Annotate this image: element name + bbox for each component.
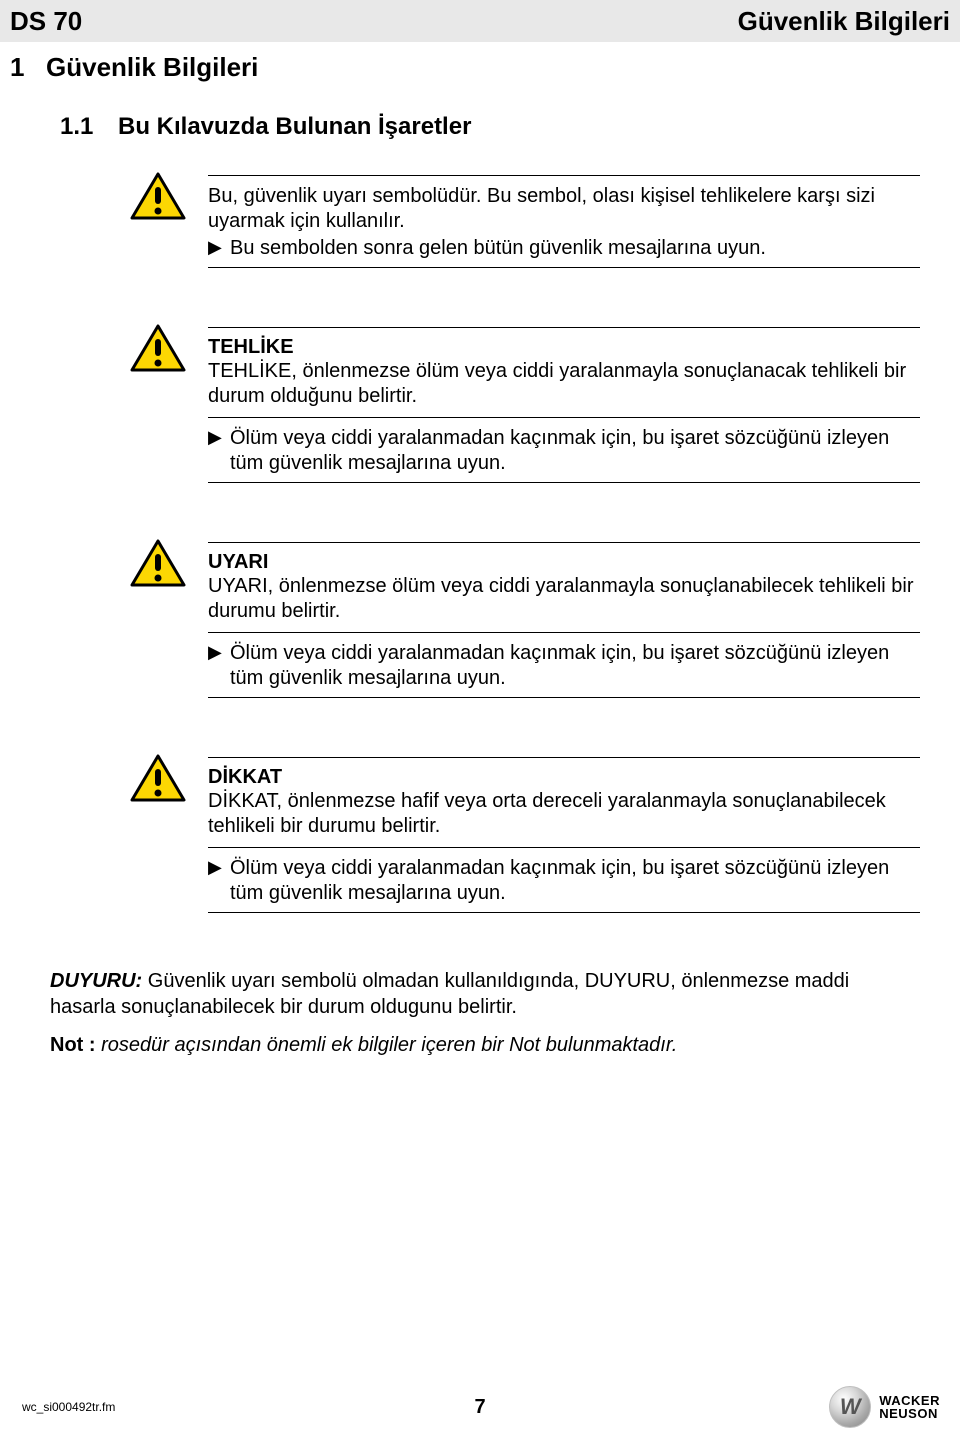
notice-body: Bu, güvenlik uyarı sembolüdür. Bu sembol…	[208, 184, 920, 234]
divider	[208, 757, 920, 758]
warning-icon	[130, 753, 186, 803]
notice-body: DİKKAT, önlenmezse hafif veya orta derec…	[208, 789, 920, 839]
notice-title: DİKKAT	[208, 766, 920, 789]
icon-column	[130, 538, 208, 593]
bullet-text: Bu sembolden sonra gelen bütün güvenlik …	[230, 236, 766, 261]
section-title: Güvenlik Bilgileri	[46, 52, 258, 82]
notice-block: TEHLİKE TEHLİKE, önlenmezse ölüm veya ci…	[130, 323, 920, 483]
bullet-row: ▶ Ölüm veya ciddi yaralanmadan kaçınmak …	[208, 641, 920, 691]
page-content: 1Güvenlik Bilgileri 1.1Bu Kılavuzda Bulu…	[0, 42, 960, 1058]
icon-column	[130, 323, 208, 378]
icon-column	[130, 753, 208, 808]
bullet-marker: ▶	[208, 641, 230, 664]
bottom-paragraphs: DUYURU: Güvenlik uyarı sembolü olmadan k…	[50, 968, 890, 1058]
divider	[208, 482, 920, 483]
warning-icon	[130, 538, 186, 588]
icon-column	[130, 171, 208, 226]
page-footer: wc_si000492tr.fm 7 W WACKER NEUSON	[0, 1386, 960, 1428]
notice-text: DİKKAT DİKKAT, önlenmezse hafif veya ort…	[208, 753, 920, 913]
not-text: rosedür açısından önemli ek bilgiler içe…	[101, 1034, 677, 1056]
not-paragraph: Not : rosedür açısından önemli ek bilgil…	[50, 1032, 890, 1058]
duyuru-paragraph: DUYURU: Güvenlik uyarı sembolü olmadan k…	[50, 968, 890, 1020]
brand-logo: W WACKER NEUSON	[829, 1386, 940, 1428]
not-label: Not :	[50, 1034, 101, 1056]
notice-block: Bu, güvenlik uyarı sembolüdür. Bu sembol…	[130, 171, 920, 268]
page-number: 7	[474, 1396, 485, 1419]
warning-icon	[130, 323, 186, 373]
divider	[208, 327, 920, 328]
duyuru-text: Güvenlik uyarı sembolü olmadan kullanıld…	[50, 970, 849, 1018]
notice-body: TEHLİKE, önlenmezse ölüm veya ciddi yara…	[208, 359, 920, 409]
subsection-heading: 1.1Bu Kılavuzda Bulunan İşaretler	[60, 113, 920, 141]
divider	[208, 175, 920, 176]
notice-text: UYARI UYARI, önlenmezse ölüm veya ciddi …	[208, 538, 920, 698]
section-number: 1	[10, 52, 46, 83]
bullet-text: Ölüm veya ciddi yaralanmadan kaçınmak iç…	[230, 856, 920, 906]
bullet-marker: ▶	[208, 426, 230, 449]
footer-filename: wc_si000492tr.fm	[22, 1400, 115, 1414]
header-title: Güvenlik Bilgileri	[738, 6, 950, 37]
notice-block: UYARI UYARI, önlenmezse ölüm veya ciddi …	[130, 538, 920, 698]
notice-text: TEHLİKE TEHLİKE, önlenmezse ölüm veya ci…	[208, 323, 920, 483]
bullet-row: ▶ Bu sembolden sonra gelen bütün güvenli…	[208, 236, 920, 261]
duyuru-label: DUYURU:	[50, 970, 142, 992]
divider	[208, 847, 920, 848]
header-bar: DS 70 Güvenlik Bilgileri	[0, 0, 960, 42]
subsection-number: 1.1	[60, 113, 118, 141]
divider	[208, 632, 920, 633]
notice-title: TEHLİKE	[208, 336, 920, 359]
brand-line2: NEUSON	[879, 1407, 940, 1420]
header-product: DS 70	[10, 6, 82, 37]
logo-badge-icon: W	[829, 1386, 871, 1428]
warning-icon	[130, 171, 186, 221]
divider	[208, 697, 920, 698]
divider	[208, 417, 920, 418]
divider	[208, 267, 920, 268]
bullet-row: ▶ Ölüm veya ciddi yaralanmadan kaçınmak …	[208, 426, 920, 476]
brand-text: WACKER NEUSON	[879, 1394, 940, 1420]
notice-body: UYARI, önlenmezse ölüm veya ciddi yarala…	[208, 574, 920, 624]
subsection-title: Bu Kılavuzda Bulunan İşaretler	[118, 113, 471, 140]
bullet-marker: ▶	[208, 856, 230, 879]
bullet-row: ▶ Ölüm veya ciddi yaralanmadan kaçınmak …	[208, 856, 920, 906]
logo-w-letter: W	[840, 1396, 861, 1418]
divider	[208, 912, 920, 913]
divider	[208, 542, 920, 543]
bullet-marker: ▶	[208, 236, 230, 259]
notice-text: Bu, güvenlik uyarı sembolüdür. Bu sembol…	[208, 171, 920, 268]
section-heading: 1Güvenlik Bilgileri	[10, 52, 920, 83]
bullet-text: Ölüm veya ciddi yaralanmadan kaçınmak iç…	[230, 641, 920, 691]
bullet-text: Ölüm veya ciddi yaralanmadan kaçınmak iç…	[230, 426, 920, 476]
notice-title: UYARI	[208, 551, 920, 574]
notice-block: DİKKAT DİKKAT, önlenmezse hafif veya ort…	[130, 753, 920, 913]
